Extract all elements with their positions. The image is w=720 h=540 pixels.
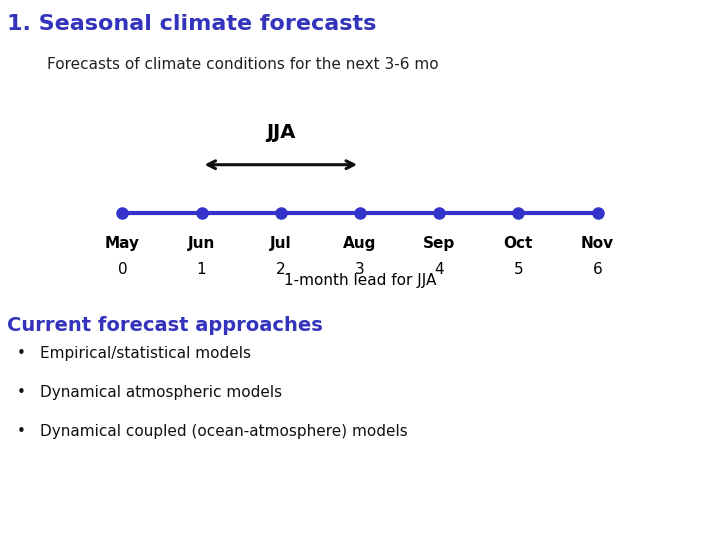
Text: 4: 4 (434, 262, 444, 278)
Text: •: • (17, 346, 26, 361)
Text: Aug: Aug (343, 235, 377, 251)
Text: 0: 0 (117, 262, 127, 278)
Text: May: May (105, 235, 140, 251)
Text: Oct: Oct (504, 235, 533, 251)
Text: 5: 5 (513, 262, 523, 278)
Text: 3: 3 (355, 262, 365, 278)
Text: Sep: Sep (423, 235, 455, 251)
Text: •: • (17, 385, 26, 400)
Text: 1-month lead for JJA: 1-month lead for JJA (284, 273, 436, 288)
Text: Forecasts of climate conditions for the next 3-6 mo: Forecasts of climate conditions for the … (47, 57, 438, 72)
Text: 1: 1 (197, 262, 207, 278)
Text: JJA: JJA (266, 123, 295, 142)
Text: •: • (17, 424, 26, 439)
Text: Dynamical coupled (ocean-atmosphere) models: Dynamical coupled (ocean-atmosphere) mod… (40, 424, 408, 439)
Text: Nov: Nov (581, 235, 614, 251)
Text: Jun: Jun (188, 235, 215, 251)
Text: Empirical/statistical models: Empirical/statistical models (40, 346, 251, 361)
Text: Jul: Jul (270, 235, 292, 251)
Text: 2: 2 (276, 262, 286, 278)
Text: Dynamical atmospheric models: Dynamical atmospheric models (40, 385, 282, 400)
Text: 1. Seasonal climate forecasts: 1. Seasonal climate forecasts (7, 14, 377, 33)
Text: 6: 6 (593, 262, 603, 278)
Text: Current forecast approaches: Current forecast approaches (7, 316, 323, 335)
